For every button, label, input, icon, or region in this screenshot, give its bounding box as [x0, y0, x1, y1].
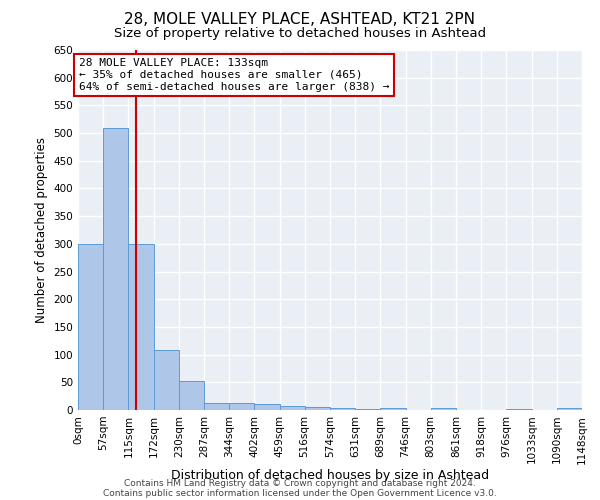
- Bar: [506, 409, 532, 410]
- Y-axis label: Number of detached properties: Number of detached properties: [35, 137, 48, 323]
- Bar: [330, 408, 355, 410]
- Bar: [78, 244, 103, 410]
- Bar: [254, 404, 280, 410]
- X-axis label: Distribution of detached houses by size in Ashtead: Distribution of detached houses by size …: [171, 469, 489, 482]
- Bar: [280, 406, 305, 410]
- Text: 28 MOLE VALLEY PLACE: 133sqm
← 35% of detached houses are smaller (465)
64% of s: 28 MOLE VALLEY PLACE: 133sqm ← 35% of de…: [79, 58, 389, 92]
- Bar: [204, 404, 229, 410]
- Bar: [305, 407, 330, 410]
- Bar: [229, 403, 254, 410]
- Bar: [128, 244, 154, 410]
- Bar: [103, 128, 128, 410]
- Text: Contains public sector information licensed under the Open Government Licence v3: Contains public sector information licen…: [103, 488, 497, 498]
- Text: Size of property relative to detached houses in Ashtead: Size of property relative to detached ho…: [114, 28, 486, 40]
- Bar: [179, 380, 204, 410]
- Bar: [431, 408, 456, 410]
- Bar: [154, 350, 179, 410]
- Bar: [380, 408, 406, 410]
- Text: 28, MOLE VALLEY PLACE, ASHTEAD, KT21 2PN: 28, MOLE VALLEY PLACE, ASHTEAD, KT21 2PN: [125, 12, 476, 28]
- Bar: [557, 408, 582, 410]
- Text: Contains HM Land Registry data © Crown copyright and database right 2024.: Contains HM Land Registry data © Crown c…: [124, 478, 476, 488]
